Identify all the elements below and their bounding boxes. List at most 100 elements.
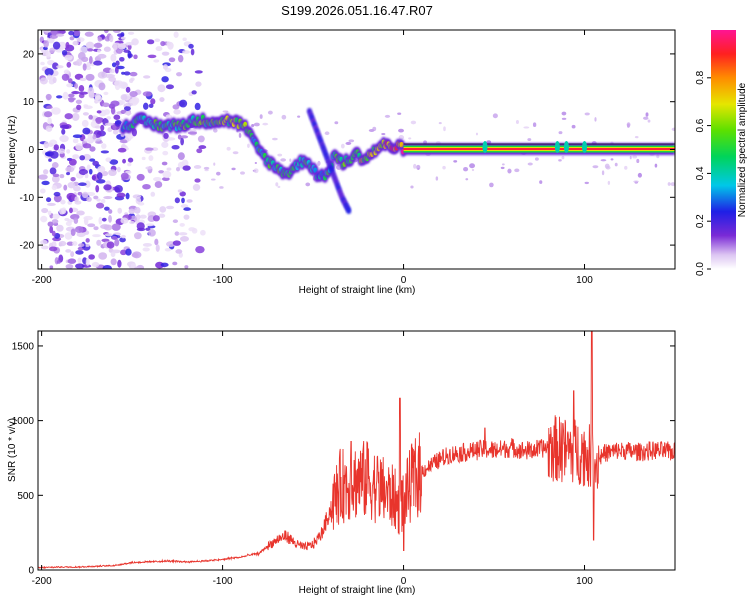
- heatmap-cell: [41, 208, 49, 214]
- heatmap-cell: [120, 32, 125, 38]
- colorbar-tick-label: 0.6: [695, 118, 706, 132]
- heatmap-cell: [154, 180, 163, 188]
- heatmap-cell: [92, 134, 97, 140]
- heatmap-cell: [305, 182, 311, 187]
- heatmap-cell: [97, 36, 103, 42]
- heatmap-cell: [527, 162, 533, 166]
- heatmap-cell: [100, 198, 106, 204]
- heatmap-cell: [222, 110, 229, 113]
- heatmap-cell: [120, 36, 126, 40]
- snr-y-tick-label: 0: [28, 566, 34, 577]
- heatmap-cell: [417, 167, 420, 171]
- heatmap-cell: [188, 43, 194, 49]
- heatmap-cell: [48, 142, 54, 147]
- heatmap-cell: [136, 222, 145, 230]
- heatmap-cell: [91, 261, 100, 268]
- heatmap-cell: [142, 183, 151, 190]
- heatmap-cell: [40, 239, 48, 245]
- heatmap-cell: [161, 177, 170, 182]
- heatmap-cell: [129, 78, 134, 84]
- heatmap-cell: [77, 52, 86, 61]
- heatmap-cell: [40, 61, 45, 66]
- heatmap-cell: [507, 168, 512, 174]
- colorbar-tick-label: 0.0: [695, 262, 706, 276]
- heatmap-cell: [372, 126, 377, 131]
- snr-x-tick-label: 0: [401, 576, 407, 587]
- heatmap-cell: [469, 163, 476, 169]
- heatmap-cell: [114, 120, 122, 125]
- heatmap-band-core: [403, 148, 675, 151]
- heatmap-cell: [643, 116, 649, 120]
- heatmap-cell: [119, 237, 126, 243]
- heatmap-cell: [262, 122, 269, 126]
- heatmap-cell: [267, 110, 273, 115]
- heatmap-cell: [148, 229, 156, 237]
- snr-y-tick-label: 500: [17, 491, 34, 502]
- heatmap-cell: [160, 262, 169, 268]
- heatmap-cell: [240, 171, 246, 175]
- heatmap-cell: [52, 62, 59, 70]
- heatmap-cell: [85, 238, 90, 243]
- heatmap-cell: [168, 57, 176, 63]
- heatmap-cell: [143, 102, 149, 110]
- heatmap-cell: [600, 159, 607, 162]
- heatmap-cell: [108, 215, 112, 223]
- heatmap-cell: [453, 160, 458, 163]
- heatmap-cell: [133, 266, 140, 269]
- heatmap-cell: [601, 170, 605, 176]
- heatmap-cell: [52, 41, 61, 50]
- heatmap-cell: [93, 42, 103, 48]
- snr-y-tick-label: 1500: [12, 341, 35, 352]
- heatmap-cell: [153, 59, 160, 63]
- spectrogram-y-tick-label: 10: [23, 97, 35, 108]
- heatmap-cell: [98, 216, 103, 225]
- heatmap-cell: [348, 139, 355, 143]
- heatmap-cell: [83, 215, 93, 221]
- heatmap-cell: [51, 230, 56, 237]
- heatmap-cell: [41, 180, 50, 186]
- heatmap-cell: [131, 96, 140, 105]
- heatmap-cell: [146, 39, 155, 45]
- heatmap-cell: [82, 112, 89, 116]
- heatmap-cell: [571, 124, 576, 129]
- heatmap-cell: [127, 157, 134, 163]
- heatmap-cell: [79, 91, 89, 95]
- heatmap-cell: [78, 243, 85, 248]
- heatmap-cell: [101, 217, 107, 222]
- heatmap-cell: [190, 48, 195, 56]
- heatmap-cell: [647, 119, 651, 123]
- heatmap-cell: [95, 140, 103, 144]
- heatmap-cell: [79, 46, 88, 54]
- heatmap-cell: [79, 77, 87, 82]
- spectrogram-x-tick-label: -200: [32, 275, 52, 286]
- heatmap-cell: [104, 122, 114, 126]
- heatmap-cell: [158, 213, 166, 218]
- heatmap-cell: [127, 50, 132, 59]
- heatmap-cell: [88, 114, 93, 120]
- heatmap-cell: [120, 172, 129, 180]
- heatmap-ridge: [119, 107, 675, 214]
- heatmap-cell: [65, 249, 72, 253]
- heatmap-cell: [82, 127, 91, 135]
- heatmap-cell: [43, 111, 53, 118]
- heatmap-cell: [88, 55, 93, 64]
- heatmap-cell: [125, 248, 132, 256]
- heatmap-cell: [56, 33, 65, 37]
- heatmap-band-bump: [563, 141, 569, 154]
- heatmap-cell: [84, 173, 89, 179]
- heatmap-cell: [85, 41, 95, 50]
- spectrogram-x-tick-label: -100: [213, 275, 233, 286]
- heatmap-cell: [118, 81, 128, 89]
- snr-y-tick-label: 1000: [12, 416, 35, 427]
- heatmap-cell: [108, 209, 113, 214]
- heatmap-cell: [83, 138, 93, 142]
- heatmap-cell: [211, 178, 216, 181]
- heatmap-cell: [155, 46, 163, 52]
- heatmap-cell: [324, 131, 330, 136]
- heatmap-cell: [398, 135, 405, 140]
- heatmap-cell: [92, 160, 99, 167]
- heatmap-cell: [75, 250, 84, 255]
- heatmap-cell: [384, 114, 391, 118]
- heatmap-cell: [100, 150, 110, 154]
- heatmap-band-bump: [582, 141, 588, 154]
